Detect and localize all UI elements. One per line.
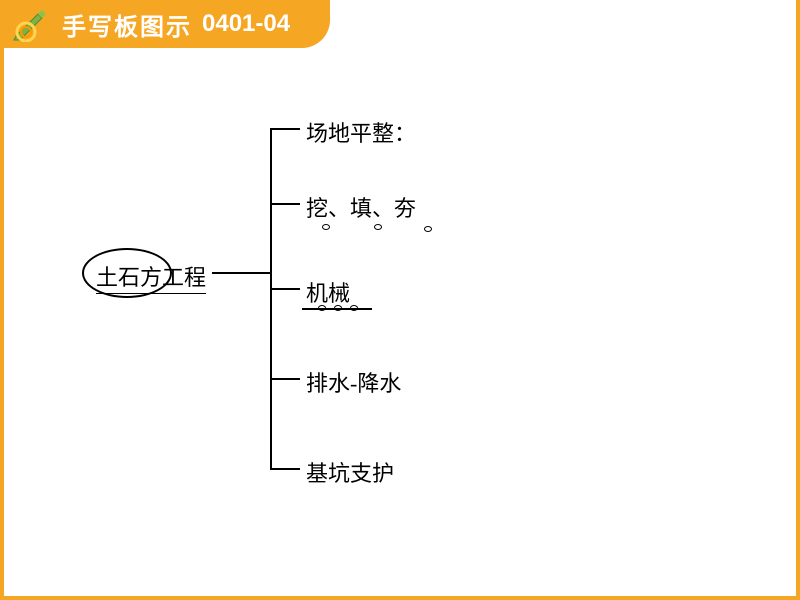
connector-main-horizontal [212, 272, 270, 274]
branch-label: 基坑支护 [306, 456, 394, 488]
pencil-swirl-icon [12, 6, 48, 42]
header-title: 手写板图示 [62, 7, 192, 42]
connector-vertical-spine [270, 128, 272, 470]
decor-circle [424, 226, 432, 232]
header-code: 0401-04 [202, 10, 290, 38]
decor-circle [334, 305, 342, 311]
branch-label: 挖、填、夯 [306, 191, 416, 223]
branch-label: 排水-降水 [306, 366, 401, 398]
branch-label: 场地平整： [306, 116, 416, 148]
branch-label: 机械 [306, 276, 350, 308]
root-node: 土石方工程 [82, 248, 212, 298]
decor-circle [318, 305, 326, 311]
branch-connector [270, 203, 300, 205]
branch-connector [270, 378, 300, 380]
root-label: 土石方工程 [96, 260, 206, 294]
diagram-canvas: 土石方工程 场地平整： 挖、填、夯 机械 排水-降水 基坑支护 [4, 48, 796, 596]
decor-circle [350, 305, 358, 311]
branch-connector [270, 468, 300, 470]
decor-circle [374, 224, 382, 230]
branch-connector [270, 288, 300, 290]
header-bar: 手写板图示 0401-04 [0, 0, 330, 48]
branch-connector [270, 128, 300, 130]
decor-circle [322, 224, 330, 230]
